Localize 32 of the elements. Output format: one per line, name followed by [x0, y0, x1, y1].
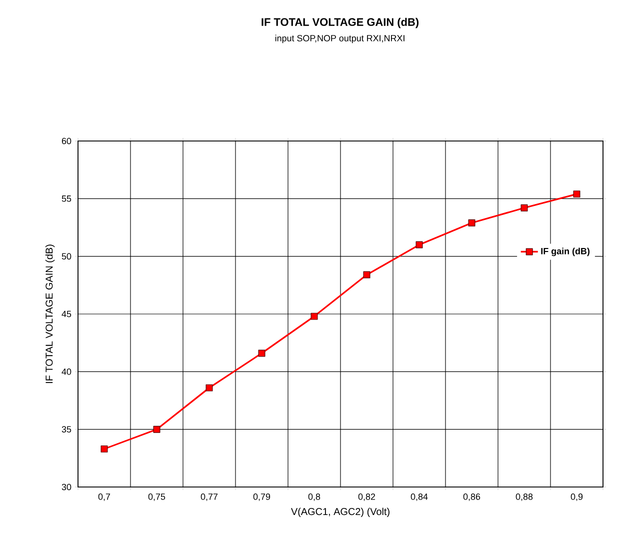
- x-tick-label: 0,9: [570, 494, 583, 501]
- point: [520, 204, 528, 212]
- point: [573, 190, 580, 198]
- point: [310, 312, 318, 320]
- chart-title: IF TOTAL VOLTAGE GAIN (dB): [262, 18, 419, 28]
- y-tick-label: 60: [62, 138, 72, 144]
- point: [100, 445, 108, 452]
- x-axis-title: V(AGC1, AGC2) (Volt): [291, 508, 390, 518]
- x-tick-label: 0,79: [253, 494, 270, 501]
- point: [363, 271, 370, 278]
- y-tick-label: 55: [62, 196, 72, 202]
- y-tick-label: 30: [62, 484, 72, 490]
- x-tick-label: 0,88: [516, 494, 533, 501]
- y-tick-label: 40: [62, 368, 72, 375]
- y-tick-label: 50: [62, 253, 72, 260]
- y-tick-label: 45: [62, 310, 72, 318]
- point: [416, 241, 423, 248]
- y-tick-label: 35: [62, 426, 72, 433]
- legend-label: IF gain (dB): [541, 248, 590, 256]
- chart-subtitle: input SOP,NOP output RXI,NRXI: [275, 34, 404, 44]
- x-tick-label: 0,75: [148, 494, 166, 501]
- point: [468, 219, 476, 226]
- x-tick-label: 0,77: [200, 494, 218, 501]
- y-axis-title: IF TOTAL VOLTAGE GAIN (dB): [45, 244, 55, 384]
- x-tick-label: 0,84: [410, 494, 428, 501]
- point: [258, 350, 266, 357]
- x-tick-label: 0,7: [98, 494, 110, 501]
- x-tick-label: 0,82: [358, 494, 376, 501]
- point: [153, 426, 160, 433]
- x-tick-label: 0,8: [308, 494, 320, 501]
- point: [206, 384, 213, 392]
- x-tick-label: 0,86: [463, 494, 480, 501]
